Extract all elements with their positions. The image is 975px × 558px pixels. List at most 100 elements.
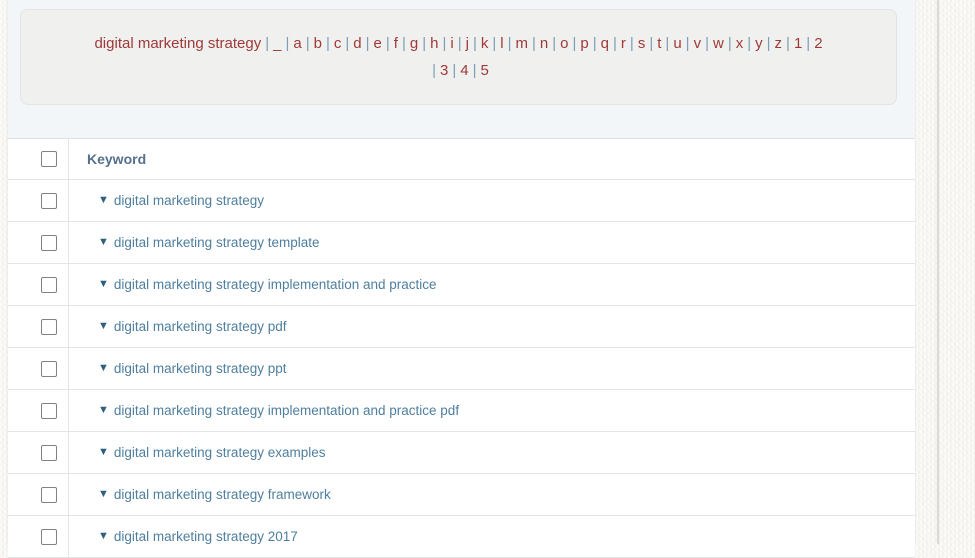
separator: |: [442, 35, 447, 52]
keyword-link[interactable]: digital marketing strategy 2017: [113, 529, 298, 544]
separator: |: [685, 35, 690, 52]
separator: |: [766, 35, 771, 52]
alphabet-link-d[interactable]: d: [353, 35, 362, 52]
expand-triangle-icon[interactable]: ▼: [98, 446, 109, 458]
expand-triangle-icon[interactable]: ▼: [98, 194, 109, 206]
alphabet-link-e[interactable]: e: [373, 35, 382, 52]
alphabet-link-4[interactable]: 4: [460, 62, 469, 79]
expand-triangle-icon[interactable]: ▼: [98, 278, 109, 290]
separator: |: [747, 35, 752, 52]
alphabet-link-2[interactable]: 2: [814, 35, 823, 52]
row-checkbox[interactable]: [41, 192, 57, 209]
keyword-link[interactable]: digital marketing strategy framework: [113, 487, 331, 502]
keyword-link[interactable]: digital marketing strategy: [113, 193, 264, 208]
expand-triangle-icon[interactable]: ▼: [98, 530, 109, 542]
alphabet-link-1[interactable]: 1: [793, 35, 803, 52]
table-row: ▼ digital marketing strategy ppt: [8, 348, 915, 390]
table-row: ▼ digital marketing strategy: [8, 180, 915, 222]
expand-triangle-icon[interactable]: ▼: [98, 488, 109, 500]
row-checkbox[interactable]: [41, 318, 57, 335]
keyword-link[interactable]: digital marketing strategy implementatio…: [113, 403, 460, 418]
separator: |: [422, 35, 427, 52]
row-checkbox[interactable]: [41, 234, 57, 251]
alphabet-link-a[interactable]: a: [293, 35, 302, 52]
row-checkbox[interactable]: [41, 528, 57, 545]
alphabet-link-b[interactable]: b: [313, 35, 322, 52]
alphabet-line-2: | 3 | 4 | 5: [428, 57, 489, 84]
keyword-link[interactable]: digital marketing strategy ppt: [113, 361, 287, 376]
row-checkbox-cell: [8, 222, 69, 263]
row-checkbox[interactable]: [41, 276, 57, 293]
row-checkbox-cell: [8, 432, 69, 473]
expand-triangle-icon[interactable]: ▼: [98, 362, 109, 374]
separator: |: [472, 35, 477, 52]
keyword-link[interactable]: digital marketing strategy examples: [113, 445, 326, 460]
separator: |: [452, 62, 457, 79]
alphabet-link-w[interactable]: w: [712, 35, 724, 52]
alphabet-link-5[interactable]: 5: [480, 62, 489, 79]
background-seam-line: [937, 0, 939, 544]
alphabet-link-_[interactable]: _: [273, 35, 282, 52]
row-checkbox-cell: [8, 264, 69, 305]
separator: |: [806, 35, 811, 52]
alphabet-link-y[interactable]: y: [755, 35, 763, 52]
alphabet-link-l[interactable]: l: [500, 35, 504, 52]
row-checkbox-cell: [8, 516, 69, 557]
table-row: ▼ digital marketing strategy template: [8, 222, 915, 264]
select-all-checkbox[interactable]: [41, 151, 57, 167]
alphabet-link-i[interactable]: i: [450, 35, 454, 52]
keyword-link[interactable]: digital marketing strategy implementatio…: [113, 277, 437, 292]
alphabet-link-k[interactable]: k: [480, 35, 489, 52]
separator: |: [401, 35, 406, 52]
alphabet-link-s[interactable]: s: [637, 35, 646, 52]
row-checkbox-cell: [8, 390, 69, 431]
alphabet-link-3[interactable]: 3: [440, 62, 449, 79]
table-header-row: Keyword: [8, 139, 915, 180]
row-checkbox[interactable]: [41, 360, 57, 377]
alphabet-link-n[interactable]: n: [539, 35, 549, 52]
alphabet-link-j[interactable]: j: [465, 35, 469, 52]
row-checkbox[interactable]: [41, 444, 57, 461]
row-checkbox-cell: [8, 474, 69, 515]
alphabet-link-p[interactable]: p: [580, 35, 589, 52]
row-checkbox[interactable]: [41, 486, 57, 503]
alphabet-link-v[interactable]: v: [693, 35, 702, 52]
keyword-link[interactable]: digital marketing strategy template: [113, 235, 320, 250]
alphabet-link-m[interactable]: m: [515, 35, 529, 52]
separator: |: [552, 35, 557, 52]
separator: |: [492, 35, 497, 52]
separator: |: [365, 35, 370, 52]
keyword-cell: ▼ digital marketing strategy examples: [69, 432, 915, 473]
alphabet-link-q[interactable]: q: [600, 35, 610, 52]
expand-triangle-icon[interactable]: ▼: [98, 320, 109, 332]
row-checkbox[interactable]: [41, 402, 57, 419]
keyword-cell: ▼ digital marketing strategy implementati…: [69, 264, 915, 305]
alphabet-link-x[interactable]: x: [735, 35, 744, 52]
expand-triangle-icon[interactable]: ▼: [98, 404, 109, 416]
header-checkbox-cell: [8, 139, 69, 179]
row-checkbox-cell: [8, 180, 69, 221]
alphabet-filter-bar: digital marketing strategy | _ | a | b | c | d | e | f…: [20, 9, 897, 105]
alphabet-link-r[interactable]: r: [620, 35, 626, 52]
alphabet-link-z[interactable]: z: [774, 35, 783, 52]
keyword-cell: ▼ digital marketing strategy ppt: [69, 348, 915, 389]
table-row: ▼ digital marketing strategy implementati…: [8, 390, 915, 432]
separator: |: [345, 35, 350, 52]
keyword-link[interactable]: digital marketing strategy pdf: [113, 319, 287, 334]
alphabet-link-f[interactable]: f: [393, 35, 398, 52]
keyword-cell: ▼ digital marketing strategy 2017: [69, 516, 915, 557]
alphabet-link-h[interactable]: h: [430, 35, 439, 52]
expand-triangle-icon[interactable]: ▼: [98, 236, 109, 248]
keyword-cell: ▼ digital marketing strategy implementati…: [69, 390, 915, 431]
alphabet-link-c[interactable]: c: [333, 35, 342, 52]
alphabet-line-1: digital marketing strategy | _ | a | b | c | d | e | f…: [94, 30, 822, 57]
alphabet-link-u[interactable]: u: [673, 35, 682, 52]
separator: |: [432, 62, 437, 79]
separator: |: [325, 35, 330, 52]
keyword-table: Keyword ▼ digital marketing strategy ▼ digi…: [8, 138, 915, 558]
keyword-cell: ▼ digital marketing strategy template: [69, 222, 915, 263]
alphabet-link-o[interactable]: o: [560, 35, 569, 52]
alphabet-link-g[interactable]: g: [409, 35, 419, 52]
separator: |: [592, 35, 597, 52]
alphabet-link-t[interactable]: t: [657, 35, 662, 52]
